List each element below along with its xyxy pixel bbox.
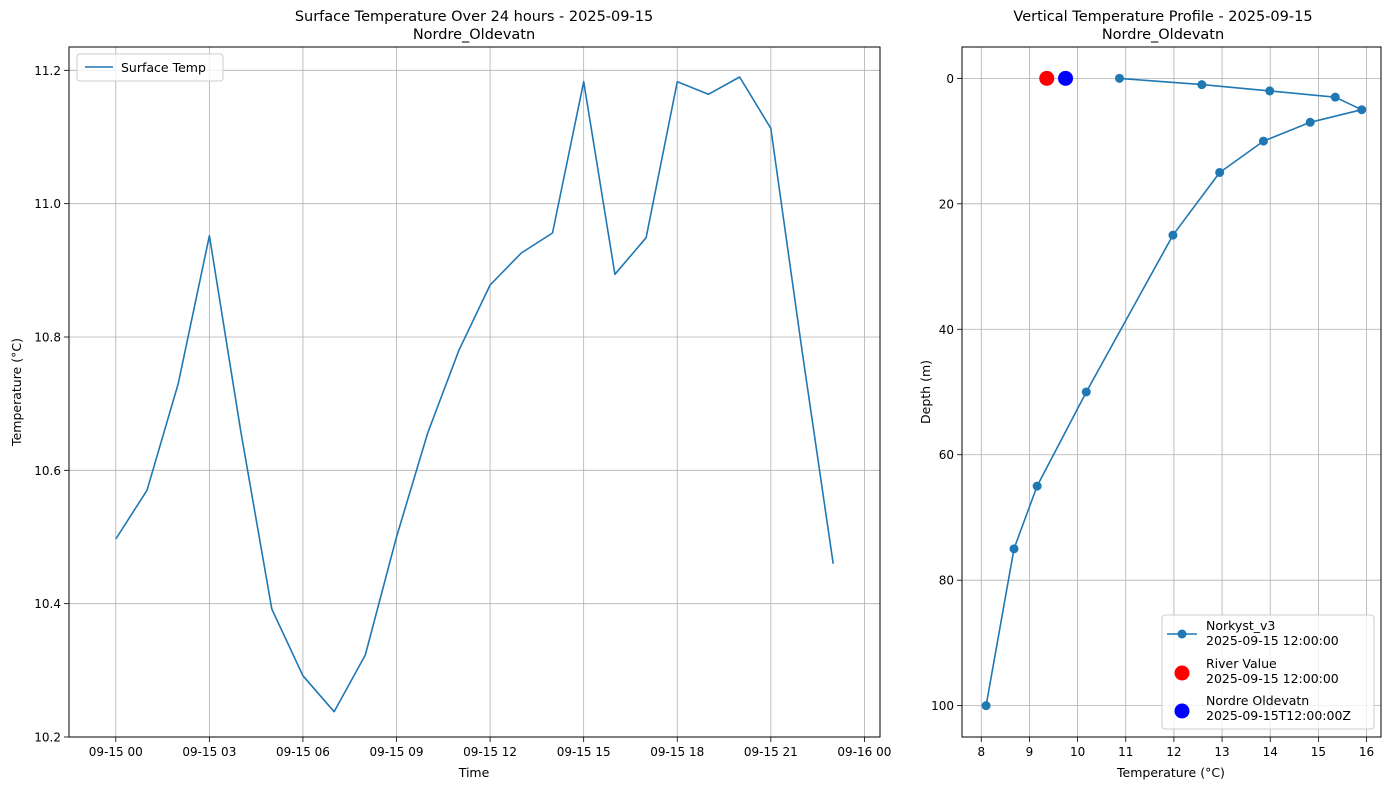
chart2-legend: Norkyst_v3 2025-09-15 12:00:00 River Val… [1161,614,1375,730]
chart2-axes-frame [961,46,1382,738]
chart1-xtick-label: 09-15 09 [370,745,424,759]
chart2-point [1215,167,1225,177]
chart2-legend-sub-river: 2025-09-15 12:00:00 [1206,671,1339,686]
chart1-xlabel: Time [458,765,490,780]
chart1-ytick-label: 11.2 [34,64,61,78]
chart2-ytick-label: 40 [939,323,954,337]
chart2-point [1330,92,1340,102]
chart2-legend-box [1161,614,1375,730]
chart1-subtitle: Nordre_Oldevatn [413,27,535,43]
chart2-xtick-label: 9 [1026,745,1034,759]
chart2-point [1032,481,1042,491]
chart2-ytick-label: 80 [939,574,954,588]
surface-temperature-chart: Surface Temperature Over 24 hours - 2025… [9,9,891,780]
chart2-xtick-label: 10 [1070,745,1085,759]
chart1-xtick-label: 09-15 21 [744,745,798,759]
chart1-xtick-label: 09-15 15 [557,745,611,759]
chart1-series-line-0 [115,76,834,713]
chart2-xtick-label: 11 [1118,745,1133,759]
chart1-legend: Surface Temp [76,53,224,82]
chart2-xtick-label: 13 [1214,745,1229,759]
chart1-grid [69,47,880,738]
chart2-legend-marker-station [1174,703,1190,719]
chart2-point [1258,136,1268,146]
chart2-point [1081,387,1091,397]
chart1-xtick-label: 09-15 00 [89,745,143,759]
chart1-ticks: 09-15 00 09-15 03 09-15 06 09-15 09 09-15 12… [34,64,891,759]
chart2-legend-marker-river [1174,665,1190,681]
chart1-legend-label: Surface Temp [121,60,206,75]
chart2-point [1197,80,1207,90]
chart2-point [1305,117,1315,127]
chart1-ytick-label: 11.0 [34,197,61,211]
chart1-legend-box [76,53,224,82]
chart2-ytick-label: 20 [939,197,954,211]
vertical-profile-chart: Vertical Temperature Profile - 2025-09-1… [918,9,1382,780]
chart2-xtick-label: 12 [1166,745,1181,759]
chart2-subtitle: Nordre_Oldevatn [1102,27,1224,43]
chart2-title: Vertical Temperature Profile - 2025-09-1… [1013,9,1312,25]
chart1-ytick-label: 10.6 [34,464,61,478]
chart1-ylabel: Temperature (°C) [9,338,24,447]
chart1-ytick-label: 10.2 [34,731,61,745]
chart1-ytick-label: 10.4 [34,597,61,611]
chart1-xtick-label: 09-15 06 [276,745,330,759]
chart2-legend-sub-norkyst: 2025-09-15 12:00:00 [1206,633,1339,648]
chart2-xlabel: Temperature (°C) [1116,765,1225,780]
chart2-point [1265,86,1275,96]
chart2-ticks: 8 9 10 11 12 13 14 15 16 0 20 40 60 80 100 [931,72,1374,759]
chart2-ytick-label: 100 [931,699,954,713]
chart2-legend-marker-norkyst [1177,629,1187,639]
chart1-xtick-label: 09-15 03 [182,745,236,759]
chart2-legend-sub-station: 2025-09-15T12:00:00Z [1206,708,1351,723]
chart1-xtick-label: 09-15 18 [650,745,704,759]
chart2-legend-label-norkyst: Norkyst_v3 [1206,618,1275,633]
chart2-series [981,70,1367,711]
chart1-axes-frame [68,46,881,738]
chart2-xtick-label: 8 [977,745,985,759]
chart2-marker-1 [1039,70,1055,86]
chart2-ylabel: Depth (m) [918,360,933,424]
chart2-ytick-label: 60 [939,448,954,462]
chart2-xtick-label: 14 [1263,745,1278,759]
chart1-title: Surface Temperature Over 24 hours - 2025… [295,9,653,25]
chart2-xtick-label: 16 [1359,745,1374,759]
chart2-point [981,701,991,711]
chart1-xtick-label: 09-15 12 [463,745,517,759]
chart2-marker-2 [1058,70,1074,86]
chart2-point [1168,230,1178,240]
chart2-point [1357,105,1367,115]
chart1-series [115,76,834,713]
chart2-point [1114,73,1124,83]
chart1-xtick-label: 09-16 00 [837,745,891,759]
chart2-xtick-label: 15 [1311,745,1326,759]
chart2-ytick-label: 0 [946,72,954,86]
chart2-legend-label-river: River Value [1206,656,1277,671]
chart2-point [1009,544,1019,554]
chart1-ytick-label: 10.8 [34,331,61,345]
chart2-legend-label-station: Nordre Oldevatn [1206,693,1309,708]
